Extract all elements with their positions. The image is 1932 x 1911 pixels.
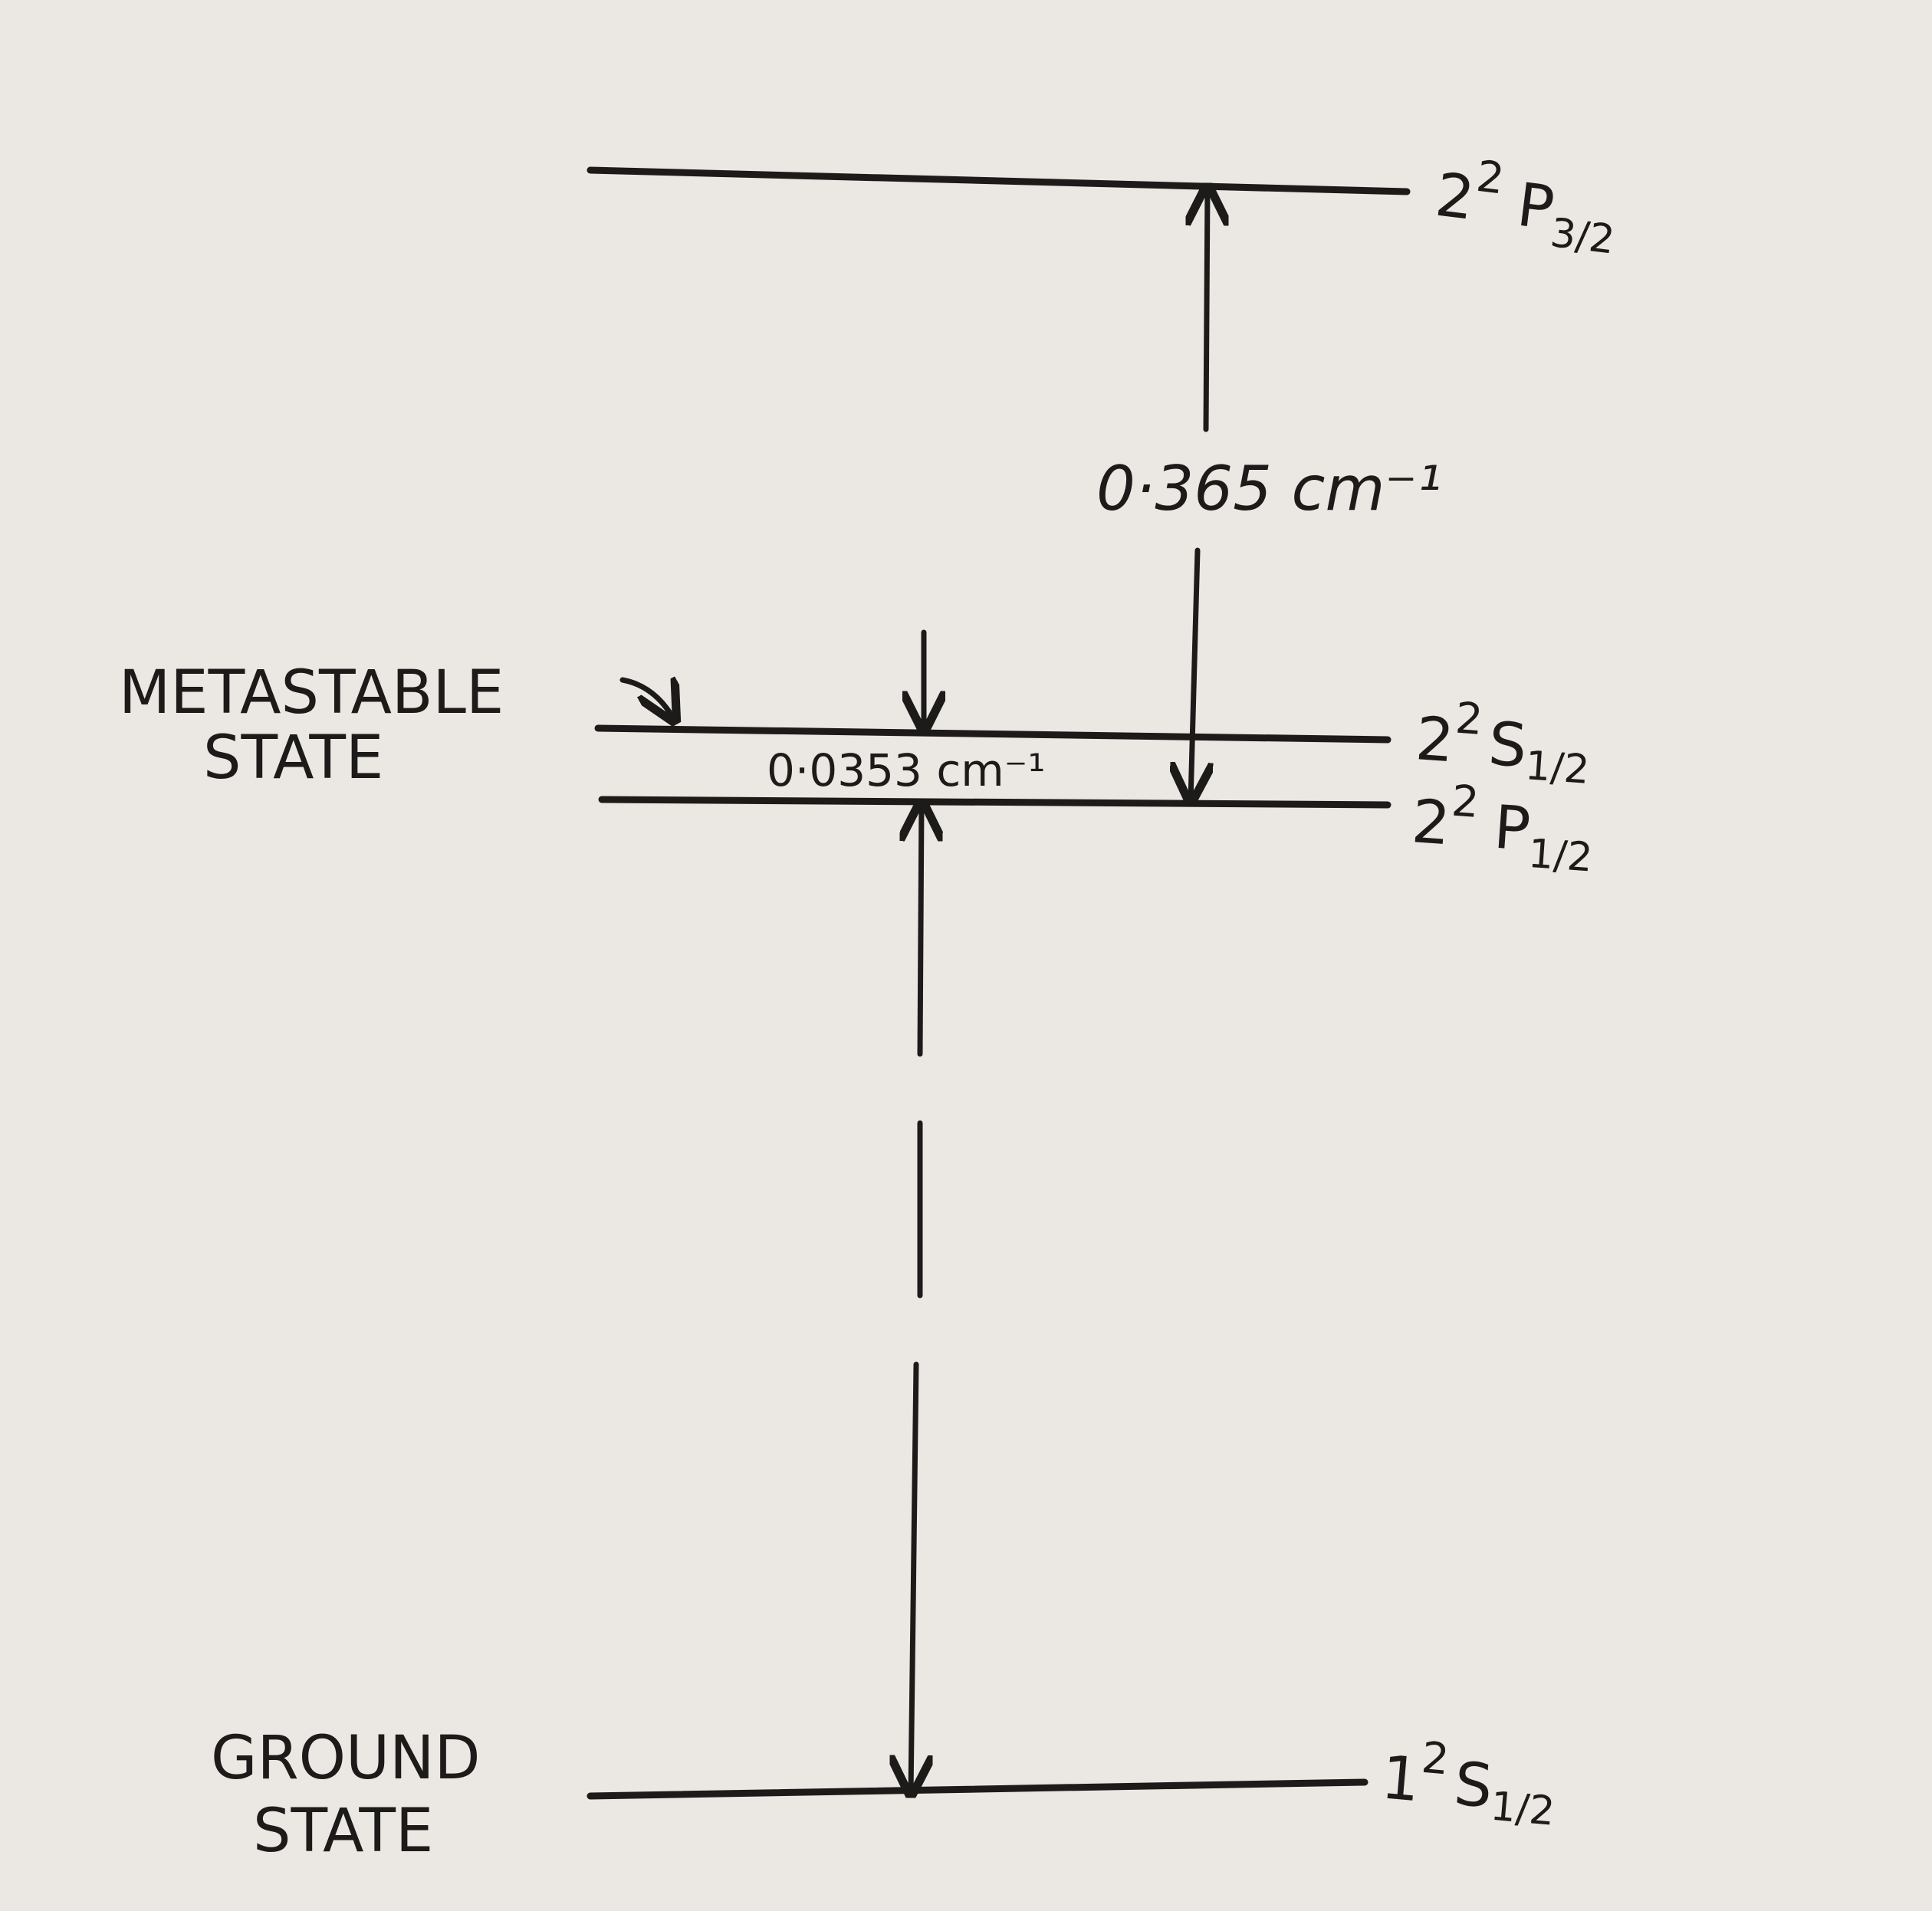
- label-2s12: 22S1/2: [1413, 691, 1594, 793]
- level-2p12: [598, 796, 1392, 809]
- level-2s12: [594, 724, 1392, 744]
- ground-label-line1: GROUND: [211, 1724, 481, 1793]
- level-2p32: [586, 166, 1411, 195]
- axis-to-ground-arrow: [911, 1361, 916, 1794]
- metastable-pointer-arrow: [619, 680, 675, 721]
- fine-structure-value: 0·365 cm⁻¹: [1096, 453, 1442, 524]
- level-1s12: [586, 1778, 1368, 1800]
- fine-structure-arrow-lower: [1191, 547, 1198, 801]
- label-1s12: 12S1/2: [1378, 1729, 1560, 1834]
- lamb-shift-value: 0·0353 cm⁻¹: [767, 744, 1046, 796]
- lamb-shift-arrow-lower: [920, 803, 922, 1057]
- label-2p32: 22 P3/2: [1431, 147, 1623, 264]
- ground-label-line2: STATE: [253, 1797, 433, 1866]
- metastable-label-line1: METASTABLE: [119, 658, 504, 727]
- fine-structure-arrow-upper: [1206, 187, 1208, 432]
- label-2p12: 22 P1/2: [1409, 773, 1598, 881]
- metastable-label-line2: STATE: [203, 724, 383, 793]
